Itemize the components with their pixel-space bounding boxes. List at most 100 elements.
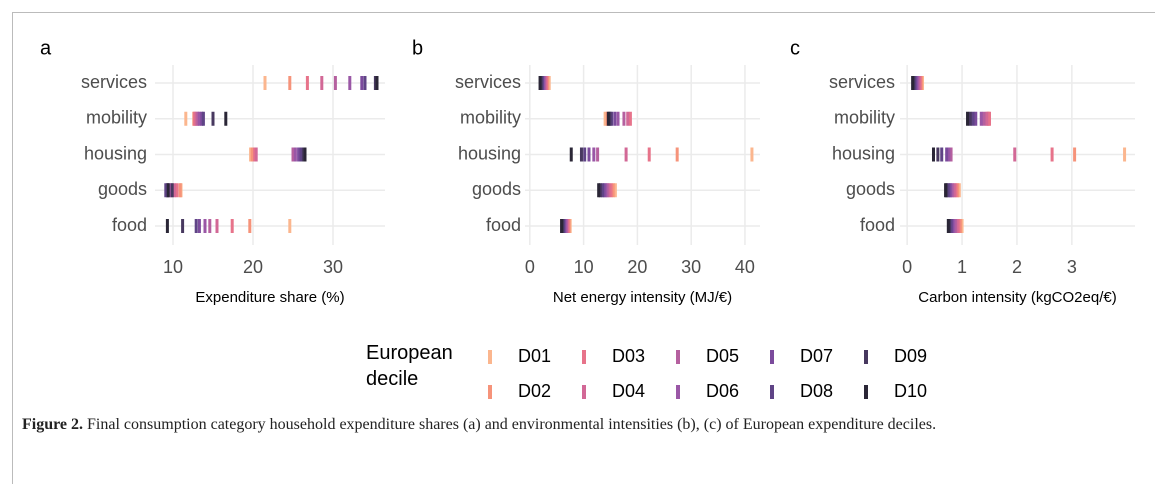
strip-mark (201, 111, 205, 126)
strip-mark (291, 147, 295, 162)
strip-mark (375, 76, 379, 90)
strip-mark (297, 147, 301, 162)
strip-mark (602, 183, 606, 198)
strip-mark (968, 111, 972, 126)
strip-mark (293, 147, 297, 162)
strip-mark (604, 183, 608, 198)
strip-mark (971, 111, 975, 126)
strip-mark (538, 76, 542, 90)
strip-mark (288, 219, 292, 233)
x-axis-label: Expenditure share (%) (195, 289, 344, 306)
strip-mark (305, 76, 309, 90)
strip-mark (197, 111, 201, 126)
strip-mark (611, 183, 615, 198)
strip-mark (173, 183, 177, 198)
strip-mark (944, 183, 948, 198)
legend-swatch (770, 385, 774, 399)
strip-mark (985, 111, 989, 126)
legend-swatch (770, 350, 774, 364)
strip-mark (966, 111, 970, 126)
strip-mark (170, 183, 174, 198)
strip-mark (982, 111, 986, 126)
chart: 10 20 30servicesmobilityhousinggoodsfoodaE… (40, 37, 1135, 401)
strip-mark (165, 219, 169, 233)
legend-label: D10 (894, 381, 927, 401)
strip-mark (360, 76, 364, 90)
strip-mark (951, 183, 955, 198)
y-tick-label: services (81, 72, 147, 92)
legend-swatch (582, 385, 586, 399)
strip-mark (949, 219, 953, 233)
x-tick-label: 20 (627, 257, 647, 277)
strip-mark (254, 147, 258, 162)
strip-mark (1073, 147, 1077, 162)
legend-swatch (582, 350, 586, 364)
strip-mark (303, 147, 307, 162)
strip-mark (583, 147, 587, 162)
strip-mark (596, 147, 600, 162)
legend-label: D09 (894, 346, 927, 366)
x-tick-label: 10 (574, 257, 594, 277)
caption-text: Final consumption category household exp… (87, 416, 937, 433)
legend-label: D05 (706, 346, 739, 366)
x-tick-label: 30 (681, 257, 701, 277)
x-tick-label: 0 (902, 257, 912, 277)
x-axis-label: Net energy intensity (MJ/€) (553, 289, 732, 306)
strip-mark (960, 219, 964, 233)
x-tick-label: 1 (957, 257, 967, 277)
strip-mark (954, 183, 958, 198)
strip-mark (956, 183, 960, 198)
strip-mark (263, 76, 267, 90)
strip-mark (592, 147, 596, 162)
strip-mark (974, 111, 978, 126)
strip-mark (946, 183, 950, 198)
strip-mark (948, 183, 952, 198)
strip-mark (181, 219, 185, 233)
y-tick-label: mobility (86, 108, 147, 128)
y-tick-label: services (455, 72, 521, 92)
strip-mark (979, 111, 983, 126)
strip-mark (613, 183, 617, 198)
strip-mark (598, 183, 602, 198)
strip-mark (952, 219, 956, 233)
strip-mark (622, 111, 626, 126)
x-tick-label: 40 (735, 257, 755, 277)
strip-mark (626, 111, 630, 126)
strip-mark (675, 147, 679, 162)
strip-mark (946, 219, 950, 233)
legend-label: D01 (518, 346, 551, 366)
strip-mark (940, 147, 944, 162)
strip-mark (178, 183, 182, 198)
panel-label: b (412, 37, 423, 59)
x-tick-label: 0 (525, 257, 535, 277)
strip-mark (957, 183, 961, 198)
legend-label: D02 (518, 381, 551, 401)
strip-mark (624, 147, 628, 162)
figure-frame (12, 12, 1155, 484)
strip-mark (320, 76, 324, 90)
legend-swatch (864, 385, 868, 399)
y-tick-label: food (112, 215, 147, 235)
strip-mark (605, 183, 609, 198)
strip-mark (224, 111, 228, 126)
x-axis-label: Carbon intensity (kgCO2eq/€) (918, 289, 1116, 306)
strip-mark (597, 183, 601, 198)
strip-mark (184, 111, 188, 126)
y-tick-label: mobility (460, 108, 521, 128)
strip-mark (373, 76, 377, 90)
y-tick-label: goods (472, 179, 521, 199)
y-tick-label: services (829, 72, 895, 92)
strip-mark (253, 147, 257, 162)
y-tick-label: housing (458, 143, 521, 163)
strip-mark (587, 147, 591, 162)
strip-mark (193, 111, 197, 126)
legend-swatch (488, 350, 492, 364)
strip-mark (288, 76, 292, 90)
y-tick-label: goods (98, 179, 147, 199)
strip-mark (603, 111, 607, 126)
strip-mark (616, 111, 620, 126)
y-tick-label: mobility (834, 108, 895, 128)
strip-mark (249, 147, 253, 162)
strip-mark (196, 111, 200, 126)
